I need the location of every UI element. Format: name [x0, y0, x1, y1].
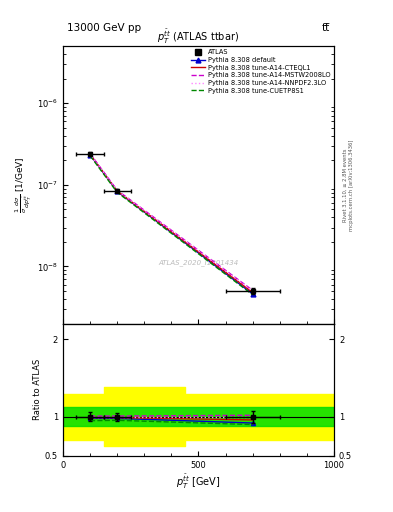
- Y-axis label: Ratio to ATLAS: Ratio to ATLAS: [33, 359, 42, 420]
- Y-axis label: Rivet 3.1.10, ≥ 2.8M events
mcplots.cern.ch [arXiv:1306.3436]: Rivet 3.1.10, ≥ 2.8M events mcplots.cern…: [343, 139, 354, 230]
- Text: 13000 GeV pp: 13000 GeV pp: [67, 23, 141, 33]
- Legend: ATLAS, Pythia 8.308 default, Pythia 8.308 tune-A14-CTEQL1, Pythia 8.308 tune-A14: ATLAS, Pythia 8.308 default, Pythia 8.30…: [189, 48, 332, 95]
- Text: ATLAS_2020_I1801434: ATLAS_2020_I1801434: [158, 259, 239, 266]
- Text: tt̅: tt̅: [322, 23, 330, 33]
- Y-axis label: $\frac{1}{\sigma}\frac{d\sigma}{dp_T^{t\bar{t}}}$ $[1/\mathrm{GeV}]$: $\frac{1}{\sigma}\frac{d\sigma}{dp_T^{t\…: [14, 157, 34, 213]
- X-axis label: $p^{\bar{t}t}_T$ [GeV]: $p^{\bar{t}t}_T$ [GeV]: [176, 472, 221, 490]
- Title: $p_T^{\bar{t}t}$ (ATLAS ttbar): $p_T^{\bar{t}t}$ (ATLAS ttbar): [158, 28, 239, 46]
